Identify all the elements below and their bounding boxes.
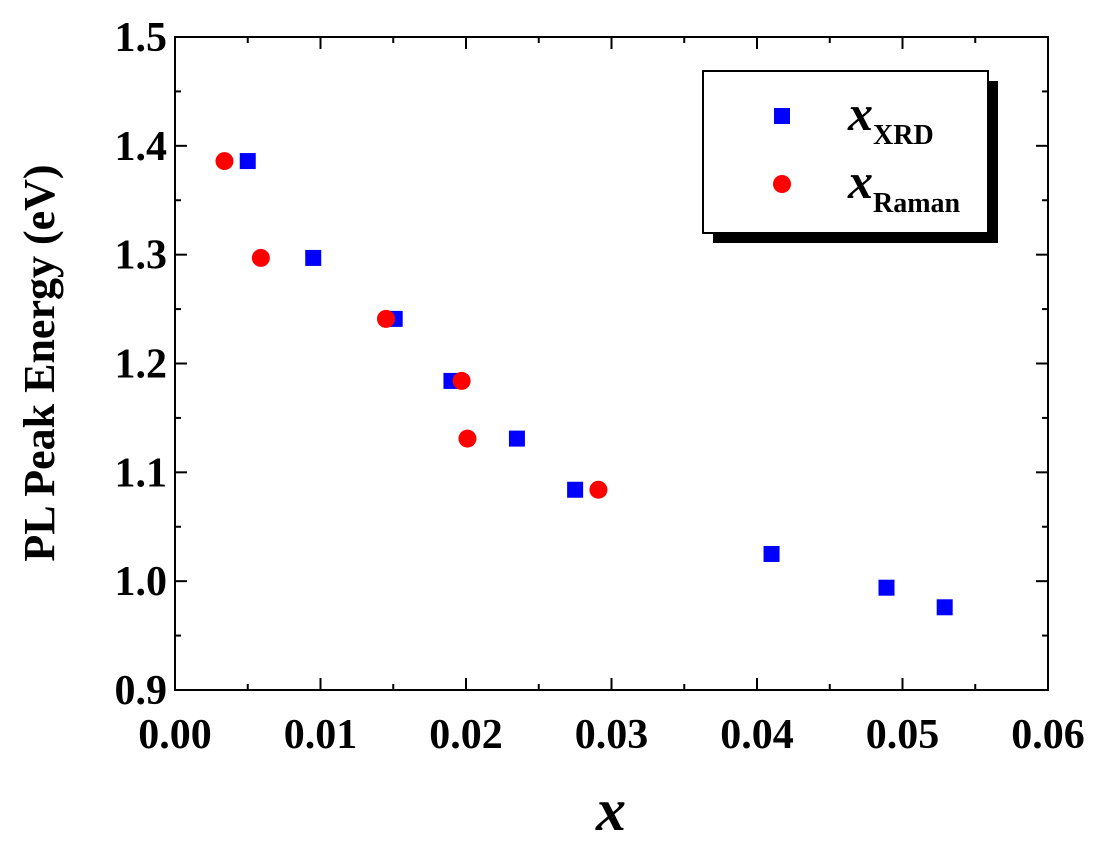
legend-marker (773, 175, 791, 193)
y-tick-label: 1.4 (115, 124, 168, 170)
point (251, 248, 270, 267)
point (239, 153, 256, 170)
point (376, 309, 395, 328)
point (763, 545, 780, 562)
legend-series-name: XRD (873, 120, 934, 151)
point (878, 579, 895, 596)
point (458, 429, 477, 448)
x-tick-label: 0.01 (284, 712, 358, 758)
point (589, 480, 608, 499)
legend-label: xXRD (847, 85, 934, 151)
legend-symbol: x (847, 153, 873, 209)
x-tick-label: 0.04 (720, 712, 794, 758)
point (567, 481, 584, 498)
y-tick-label: 1.2 (115, 342, 168, 388)
point (305, 249, 322, 266)
y-tick-label: 1.0 (115, 559, 168, 605)
point (508, 430, 525, 447)
y-tick-label: 1.5 (115, 15, 168, 61)
x-tick-label: 0.00 (138, 712, 212, 758)
point (936, 599, 953, 616)
legend-marker (774, 108, 790, 124)
y-tick-label: 1.1 (115, 450, 168, 496)
x-tick-label: 0.06 (1011, 712, 1085, 758)
y-axis-title: PL Peak Energy (eV) (15, 164, 64, 561)
x-tick-label: 0.05 (866, 712, 940, 758)
legend (702, 70, 989, 234)
x-tick-label: 0.03 (575, 712, 649, 758)
y-tick-label: 0.9 (115, 668, 168, 714)
point (215, 152, 234, 171)
legend-label: xRaman (847, 153, 961, 219)
y-tick-label: 1.3 (115, 233, 168, 279)
x-tick-label: 0.02 (429, 712, 503, 758)
point (452, 371, 471, 390)
legend-series-name: Raman (873, 188, 961, 219)
legend-symbol: x (847, 85, 873, 141)
x-axis-title: x (595, 777, 626, 843)
